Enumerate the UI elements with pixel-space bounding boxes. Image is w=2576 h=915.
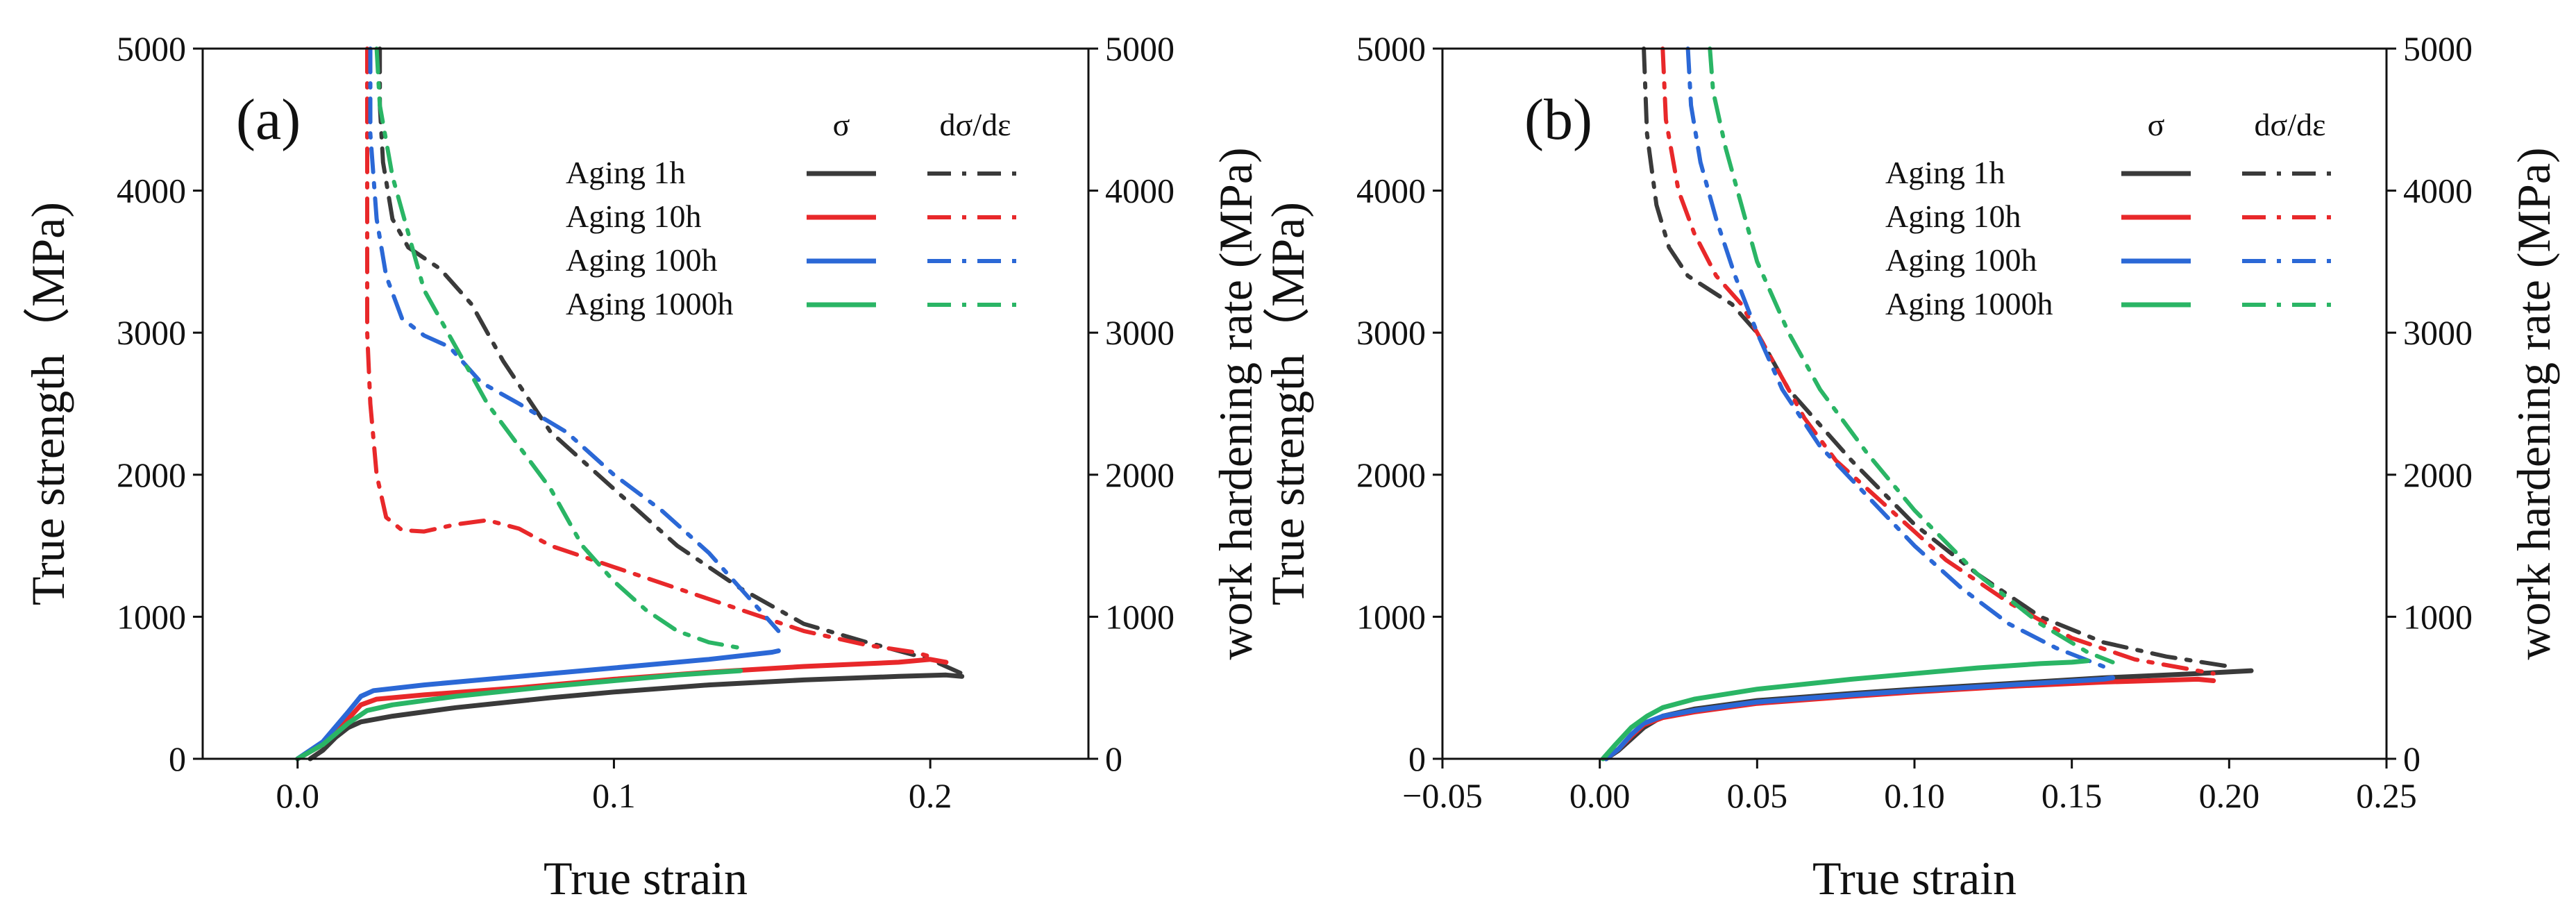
- series-b-aging-1000h-hardening-line: [1708, 47, 2115, 664]
- y-tick-label-right-b-5: 5000: [2403, 29, 2473, 68]
- x-tick-label-b-2: 0.05: [1727, 776, 1788, 815]
- y-tick-label-right-a-5: 5000: [1105, 29, 1175, 68]
- plot-area-a: 0.0 0.1 0.2 0 0 1000 1000 2000 2000 3000 3000 4000 4…: [117, 29, 1175, 815]
- legend-swatches-b: [2121, 171, 2338, 308]
- y-axis-label-left-b: True strength（MPa): [1261, 202, 1314, 605]
- legend-a: σ dσ/dε Aging 1h Aging 10h Aging 100h Ag…: [566, 107, 1023, 321]
- axes-frame-a: [201, 47, 1090, 760]
- y-tick-label-left-b-2: 2000: [1356, 455, 1426, 494]
- series-b-aging-100h-stress-line: [1603, 675, 2116, 762]
- legend-entry-aging-1000h-a: Aging 1000h: [566, 286, 734, 321]
- y-tick-label-right-a-4: 4000: [1105, 171, 1175, 210]
- legend-entry-aging-100h-b: Aging 100h: [1885, 242, 2037, 278]
- series-a-aging-1h-hardening-line: [378, 47, 964, 676]
- series-a-aging-10h-hardening-line: [365, 47, 933, 659]
- y-tick-label-left-b-1: 1000: [1356, 597, 1426, 636]
- x-tick-label-b-3: 0.10: [1884, 776, 1945, 815]
- series-a-aging-1000h-hardening-line: [374, 47, 743, 650]
- x-tick-label-b-0: −0.05: [1402, 776, 1483, 815]
- panel-label-a: (a): [236, 87, 301, 152]
- series-b-aging-10h-hardening-line: [1660, 47, 2216, 676]
- legend-entry-aging-1h-b: Aging 1h: [1885, 155, 2005, 190]
- x-tick-label-a-1: 0.1: [592, 776, 636, 815]
- legend-entry-aging-10h-b: Aging 10h: [1885, 199, 2021, 234]
- y-tick-label-right-a-1: 1000: [1105, 597, 1175, 636]
- series-b-aging-1h-stress-line: [1603, 668, 2254, 762]
- y-tick-label-left-a-2: 2000: [117, 455, 186, 494]
- x-tick-label-a-2: 0.2: [909, 776, 952, 815]
- y-tick-label-left-b-4: 4000: [1356, 171, 1426, 210]
- y-tick-label-right-b-1: 1000: [2403, 597, 2473, 636]
- legend-header-dsigma-b: dσ/dε: [2255, 107, 2326, 142]
- y-tick-label-left-a-4: 4000: [117, 171, 186, 210]
- series-a-aging-100h-stress-line: [295, 648, 781, 762]
- x-tick-label-b-1: 0.00: [1569, 776, 1631, 815]
- series-b-aging-1000h-stress-line: [1600, 658, 2090, 762]
- y-axis-label-left-a: True strength（MPa): [22, 202, 74, 605]
- series-b-aging-1h-hardening-line: [1642, 47, 2232, 669]
- series-layer-a: [295, 47, 965, 762]
- y-tick-label-left-b-0: 0: [1408, 739, 1426, 778]
- y-axis-label-right-b: work hardening rate (MPa): [2507, 147, 2560, 660]
- y-tick-label-left-a-3: 3000: [117, 313, 186, 352]
- x-tick-label-b-6: 0.25: [2356, 776, 2417, 815]
- y-tick-label-left-a-0: 0: [169, 739, 186, 778]
- y-tick-label-right-a-2: 2000: [1105, 455, 1175, 494]
- legend-entry-aging-10h-a: Aging 10h: [566, 199, 702, 234]
- series-a-aging-1000h-stress-line: [295, 668, 743, 762]
- y-tick-label-left-b-5: 5000: [1356, 29, 1426, 68]
- series-a-aging-1h-stress-line: [308, 672, 965, 762]
- legend-header-dsigma-a: dσ/dε: [940, 107, 1011, 142]
- y-tick-label-left-b-3: 3000: [1356, 313, 1426, 352]
- y-axis-label-right-a: work hardening rate (MPa): [1209, 147, 1262, 660]
- y-tick-label-left-a-5: 5000: [117, 29, 186, 68]
- x-tick-label-b-4: 0.15: [2042, 776, 2103, 815]
- y-tick-label-right-b-0: 0: [2403, 739, 2421, 778]
- chart-panel-a: 0.0 0.1 0.2 0 0 1000 1000 2000 2000 3000 3000 4000 4…: [22, 29, 1262, 905]
- x-tick-label-a-0: 0.0: [276, 776, 319, 815]
- legend-entry-aging-1000h-b: Aging 1000h: [1885, 286, 2053, 321]
- legend-b: σ dσ/dε Aging 1h Aging 10h Aging 100h Ag…: [1885, 107, 2338, 321]
- y-tick-label-right-b-2: 2000: [2403, 455, 2473, 494]
- legend-header-sigma-b: σ: [2148, 107, 2165, 142]
- y-tick-label-right-b-3: 3000: [2403, 313, 2473, 352]
- series-layer-b: [1600, 47, 2254, 762]
- ticks-a: 0.0 0.1 0.2 0 0 1000 1000 2000 2000 3000 3000 4000 4…: [117, 29, 1175, 815]
- y-tick-label-right-a-3: 3000: [1105, 313, 1175, 352]
- x-tick-label-b-5: 0.20: [2199, 776, 2260, 815]
- legend-entry-aging-1h-a: Aging 1h: [566, 155, 686, 190]
- x-axis-label-a: True strain: [544, 852, 748, 905]
- y-tick-label-right-a-0: 0: [1105, 739, 1122, 778]
- series-b-aging-100h-hardening-line: [1685, 47, 2105, 669]
- panel-label-b: (b): [1524, 87, 1592, 152]
- legend-swatches-a: [807, 171, 1023, 308]
- x-axis-label-b: True strain: [1812, 852, 2017, 905]
- series-a-aging-100h-hardening-line: [368, 47, 781, 633]
- y-tick-label-left-a-1: 1000: [117, 597, 186, 636]
- legend-header-sigma-a: σ: [833, 107, 850, 142]
- y-tick-label-right-b-4: 4000: [2403, 171, 2473, 210]
- axes-frame-b: [1441, 47, 2388, 760]
- series-a-aging-10h-stress-line: [295, 657, 949, 762]
- legend-entry-aging-100h-a: Aging 100h: [566, 242, 718, 278]
